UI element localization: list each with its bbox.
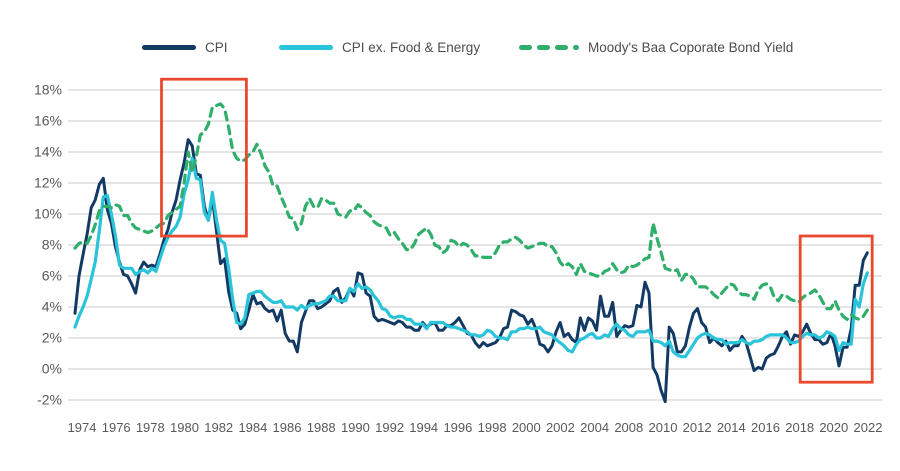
x-tick-label: 1974 xyxy=(68,420,97,435)
y-tick-label: -2% xyxy=(37,392,62,408)
y-tick-label: 16% xyxy=(34,113,62,129)
x-tick-label: 2016 xyxy=(751,420,780,435)
y-tick-label: 8% xyxy=(42,237,62,253)
x-tick-label: 1986 xyxy=(273,420,302,435)
x-tick-label: 1978 xyxy=(136,420,165,435)
y-tick-label: 14% xyxy=(34,144,62,160)
x-tick-label: 1984 xyxy=(238,420,267,435)
highlight-box xyxy=(160,77,248,238)
series-line-0 xyxy=(73,138,869,404)
y-tick-label: 10% xyxy=(34,206,62,222)
legend-item-baa-yield: Moody's Baa Coporate Bond Yield xyxy=(519,40,793,55)
x-tick-label: 2020 xyxy=(819,420,848,435)
x-tick-label: 1992 xyxy=(375,420,404,435)
x-tick-label: 1994 xyxy=(409,420,438,435)
y-tick-label: 2% xyxy=(42,330,62,346)
baa-yield-line-swatch xyxy=(519,45,579,50)
series-line-2 xyxy=(73,102,869,321)
y-tick-label: 0% xyxy=(42,361,62,377)
highlight-box xyxy=(798,234,874,384)
y-tick-label: 4% xyxy=(42,299,62,315)
cpi-line-swatch xyxy=(142,45,196,50)
series-line-1 xyxy=(73,156,869,359)
x-tick-label: 1980 xyxy=(170,420,199,435)
legend-item-core-cpi: CPI ex. Food & Energy xyxy=(279,40,480,55)
core-cpi-line-swatch xyxy=(279,45,333,50)
y-tick-label: 12% xyxy=(34,175,62,191)
x-tick-label: 2010 xyxy=(649,420,678,435)
x-tick-label: 2018 xyxy=(785,420,814,435)
x-tick-label: 1998 xyxy=(478,420,507,435)
legend-item-cpi: CPI xyxy=(142,40,228,55)
x-tick-label: 1976 xyxy=(102,420,131,435)
legend-label-cpi: CPI xyxy=(205,40,228,55)
x-tick-label: 1996 xyxy=(443,420,472,435)
legend-label-core-cpi: CPI ex. Food & Energy xyxy=(342,40,481,55)
y-tick-label: 6% xyxy=(42,268,62,284)
x-tick-label: 2004 xyxy=(580,420,609,435)
chart-legend: CPI CPI ex. Food & Energy Moody's Baa Co… xyxy=(0,40,900,56)
x-tick-label: 2008 xyxy=(614,420,643,435)
y-tick-label: 18% xyxy=(34,82,62,98)
x-tick-label: 2002 xyxy=(546,420,575,435)
x-tick-label: 1990 xyxy=(341,420,370,435)
x-tick-label: 2022 xyxy=(854,420,883,435)
x-tick-label: 2000 xyxy=(512,420,541,435)
x-tick-label: 1988 xyxy=(307,420,336,435)
legend-label-baa-yield: Moody's Baa Coporate Bond Yield xyxy=(588,40,794,55)
x-tick-label: 2014 xyxy=(717,420,746,435)
x-tick-label: 2012 xyxy=(683,420,712,435)
x-tick-label: 1982 xyxy=(204,420,233,435)
